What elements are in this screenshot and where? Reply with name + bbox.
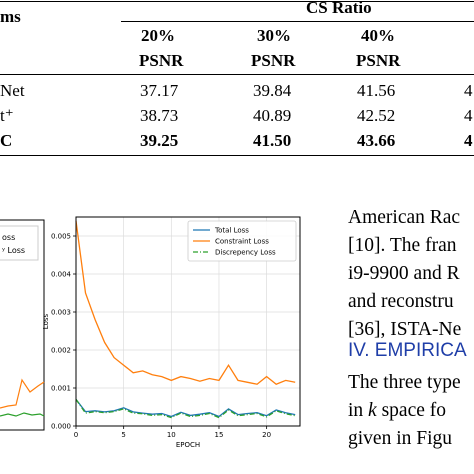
row-value: 37.17	[140, 81, 179, 100]
section-heading: IV. EMPIRICA	[348, 340, 467, 361]
x-tick-label: 5	[121, 431, 125, 439]
row-value: 41.50	[253, 131, 292, 150]
table-group-header: CS Ratio	[306, 0, 372, 17]
y-tick-label: 0.000	[51, 423, 71, 431]
body-line: [36], ISTA-Ne	[348, 319, 462, 340]
left-chart-fragment: oss ʸ Loss	[0, 219, 45, 431]
body-line: The three type	[348, 372, 461, 393]
row-value: 39.84	[253, 81, 292, 100]
row-method: Net	[0, 81, 25, 100]
x-tick-label: 10	[167, 431, 176, 439]
left-chart-line	[0, 412, 45, 417]
row-value: 38.73	[140, 106, 179, 125]
body-text-span: in	[348, 400, 369, 421]
body-line: i9-9900 and R	[348, 263, 460, 284]
row-value: 4	[464, 81, 473, 100]
row-value: 41.56	[357, 81, 396, 100]
chart-x-ticks: 0 5 10 15 20	[74, 426, 271, 439]
row-value: 4	[464, 131, 473, 150]
left-legend-entry: ʸ Loss	[2, 246, 25, 255]
legend-box	[187, 220, 297, 262]
metric-psnr-2: PSNR	[251, 51, 296, 70]
chart-frame	[75, 216, 301, 427]
row-value: 42.52	[357, 106, 396, 125]
legend-label: Total Loss	[214, 227, 249, 235]
legend-label: Discrepency Loss	[215, 249, 276, 257]
x-tick-label: 15	[215, 431, 224, 439]
x-axis-label: EPOCH	[176, 441, 200, 449]
left-chart-legend-box	[0, 225, 39, 261]
metric-psnr-3: PSNR	[356, 51, 401, 70]
body-line: and reconstru	[348, 291, 454, 312]
ratio-40: 40%	[361, 26, 395, 45]
math-k: k	[368, 400, 377, 421]
row-value: 39.25	[140, 131, 179, 150]
table-header-rule	[0, 74, 474, 75]
ratio-20: 20%	[141, 26, 175, 45]
series-line	[75, 220, 296, 385]
x-tick-label: 20	[262, 431, 271, 439]
left-chart-frame	[0, 219, 45, 431]
body-line: American Rac	[348, 207, 461, 228]
left-legend-entry: oss	[2, 233, 15, 242]
x-tick-label: 0	[74, 431, 78, 439]
y-tick-label: 0.003	[51, 309, 71, 317]
row-value: 43.66	[357, 131, 396, 150]
legend-label: Constraint Loss	[215, 238, 269, 246]
y-tick-label: 0.004	[51, 271, 72, 279]
chart-y-ticks: 0.000 0.001 0.002 0.003 0.004 0.005	[51, 233, 76, 431]
body-text-span: space fo	[376, 400, 447, 421]
body-line: [10]. The fran	[348, 235, 457, 256]
row-value: 40.89	[253, 106, 292, 125]
series-line	[75, 399, 296, 419]
row-method: t⁺	[0, 106, 14, 125]
series-line	[75, 399, 296, 418]
table-header-left: ms	[0, 7, 21, 26]
left-chart-line	[0, 378, 45, 409]
ratio-30: 30%	[257, 26, 291, 45]
chart-lines	[75, 220, 296, 419]
metric-psnr-1: PSNR	[139, 51, 184, 70]
row-method: C	[0, 131, 13, 150]
table-top-rule	[0, 1, 474, 2]
row-value: 4	[464, 106, 473, 125]
y-tick-label: 0.005	[51, 233, 71, 241]
body-line: in k space fo	[348, 400, 446, 422]
body-line: given in Figu	[348, 428, 453, 449]
y-tick-label: 0.001	[51, 385, 71, 393]
chart-legend: Total Loss Constraint Loss Discrepency Los…	[187, 220, 297, 262]
table-bottom-rule	[0, 155, 474, 156]
y-axis-label: Loss	[42, 313, 50, 329]
y-tick-label: 0.002	[51, 347, 71, 355]
loss-chart: 0 5 10 15 20 0.0000.0010.0020.0030.0040.005 …	[42, 216, 301, 449]
table-group-rule	[121, 21, 474, 22]
